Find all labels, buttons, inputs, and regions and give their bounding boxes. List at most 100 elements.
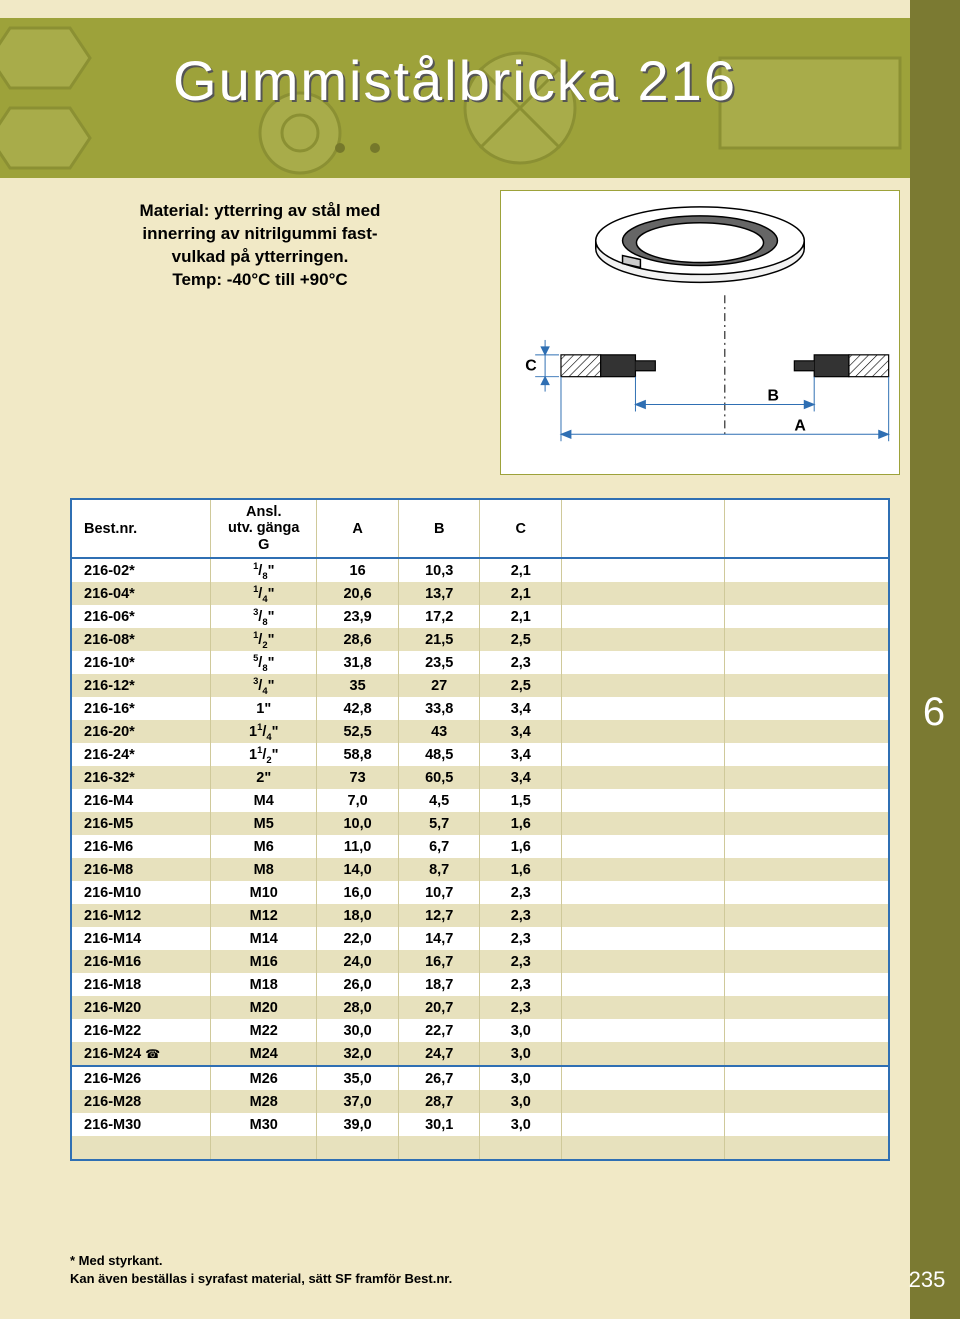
cell-blank	[725, 950, 888, 973]
cell-blank	[562, 996, 725, 1019]
cell-blank	[725, 1066, 888, 1090]
cell-bestnr: 216-M24 ☎	[72, 1042, 211, 1066]
page-title: Gummistålbricka 216	[0, 48, 910, 113]
product-diagram: C B A	[500, 190, 900, 475]
cell-blank	[562, 789, 725, 812]
cell-ganga: M28	[211, 1090, 317, 1113]
cell-bestnr: 216-04*	[72, 582, 211, 605]
cell-ganga: M6	[211, 835, 317, 858]
cell-b: 5,7	[398, 812, 480, 835]
cell-a: 37,0	[317, 1090, 399, 1113]
table-row: 216-M24 ☎M2432,024,73,0	[72, 1042, 888, 1066]
table-row: 216-M20M2028,020,72,3	[72, 996, 888, 1019]
cell-b: 22,7	[398, 1019, 480, 1042]
table-row: 216-M10M1016,010,72,3	[72, 881, 888, 904]
cell-bestnr: 216-M30	[72, 1113, 211, 1136]
cell-c: 3,0	[480, 1113, 562, 1136]
cell-bestnr: 216-08*	[72, 628, 211, 651]
cell-blank	[725, 996, 888, 1019]
cell-ganga: M10	[211, 881, 317, 904]
cell-b: 13,7	[398, 582, 480, 605]
cell-blank	[562, 927, 725, 950]
cell-c: 2,3	[480, 973, 562, 996]
cell-a: 22,0	[317, 927, 399, 950]
cell-bestnr: 216-10*	[72, 651, 211, 674]
cell-blank	[562, 697, 725, 720]
cell-blank	[562, 904, 725, 927]
cell-a: 31,8	[317, 651, 399, 674]
cell-blank	[725, 858, 888, 881]
cell-ganga: M18	[211, 973, 317, 996]
cell-c: 2,1	[480, 605, 562, 628]
cell-ganga: 1/4"	[211, 582, 317, 605]
table-row: 216-20*11/4"52,5433,4	[72, 720, 888, 743]
cell-a: 23,9	[317, 605, 399, 628]
cell-a: 39,0	[317, 1113, 399, 1136]
cell-ganga: M20	[211, 996, 317, 1019]
cell-b: 33,8	[398, 697, 480, 720]
cell-c: 2,1	[480, 582, 562, 605]
cell-b: 48,5	[398, 743, 480, 766]
cell-bestnr: 216-M10	[72, 881, 211, 904]
cell-ganga: 11/2"	[211, 743, 317, 766]
cell-blank	[725, 743, 888, 766]
cell-c: 3,0	[480, 1042, 562, 1066]
cell-c: 1,5	[480, 789, 562, 812]
diagram-label-b: B	[768, 388, 779, 405]
table-row: 216-06*3/8"23,917,22,1	[72, 605, 888, 628]
cell-bestnr: 216-12*	[72, 674, 211, 697]
cell-c: 3,4	[480, 766, 562, 789]
cell-c: 3,4	[480, 697, 562, 720]
cell-b: 10,7	[398, 881, 480, 904]
cell-blank	[725, 1090, 888, 1113]
cell-ganga: M12	[211, 904, 317, 927]
cell-blank	[562, 858, 725, 881]
cell-blank	[562, 1090, 725, 1113]
cell-ganga: M14	[211, 927, 317, 950]
cell-a: 32,0	[317, 1042, 399, 1066]
table-row: 216-M14M1422,014,72,3	[72, 927, 888, 950]
cell-c: 2,5	[480, 674, 562, 697]
cell-c: 3,0	[480, 1019, 562, 1042]
table-row: 216-32*2"7360,53,4	[72, 766, 888, 789]
cell-bestnr: 216-M16	[72, 950, 211, 973]
cell-blank	[725, 1113, 888, 1136]
cell-a: 16,0	[317, 881, 399, 904]
table-row: 216-16*1"42,833,83,4	[72, 697, 888, 720]
cell-b: 43	[398, 720, 480, 743]
cell-blank	[725, 927, 888, 950]
table-row: 216-24*11/2"58,848,53,4	[72, 743, 888, 766]
cell-bestnr: 216-M12	[72, 904, 211, 927]
phone-icon: ☎	[145, 1047, 160, 1061]
cell-b: 27	[398, 674, 480, 697]
cell-ganga: 1/8"	[211, 558, 317, 582]
cell-b: 18,7	[398, 973, 480, 996]
cell-blank	[562, 950, 725, 973]
cell-ganga: M8	[211, 858, 317, 881]
cell-blank	[562, 1019, 725, 1042]
table-row: 216-M12M1218,012,72,3	[72, 904, 888, 927]
cell-blank	[562, 835, 725, 858]
cell-ganga: M4	[211, 789, 317, 812]
cell-ganga: 1/2"	[211, 628, 317, 651]
cell-bestnr: 216-M18	[72, 973, 211, 996]
cell-a: 10,0	[317, 812, 399, 835]
cell-a: 35	[317, 674, 399, 697]
cell-a: 14,0	[317, 858, 399, 881]
table-row: 216-M22M2230,022,73,0	[72, 1019, 888, 1042]
cell-c: 3,4	[480, 720, 562, 743]
spec-table-container: Best.nr. Ansl. utv. gänga G A B C 216-02…	[70, 498, 890, 1161]
cell-ganga: M26	[211, 1066, 317, 1090]
cell-bestnr: 216-M26	[72, 1066, 211, 1090]
table-row: 216-M8M814,08,71,6	[72, 858, 888, 881]
cell-a: 42,8	[317, 697, 399, 720]
cell-blank	[725, 582, 888, 605]
cell-blank	[725, 973, 888, 996]
cell-b: 26,7	[398, 1066, 480, 1090]
cell-ganga: M16	[211, 950, 317, 973]
table-row: 216-08*1/2"28,621,52,5	[72, 628, 888, 651]
cell-bestnr: 216-02*	[72, 558, 211, 582]
cell-a: 7,0	[317, 789, 399, 812]
cell-blank	[725, 881, 888, 904]
cell-b: 17,2	[398, 605, 480, 628]
